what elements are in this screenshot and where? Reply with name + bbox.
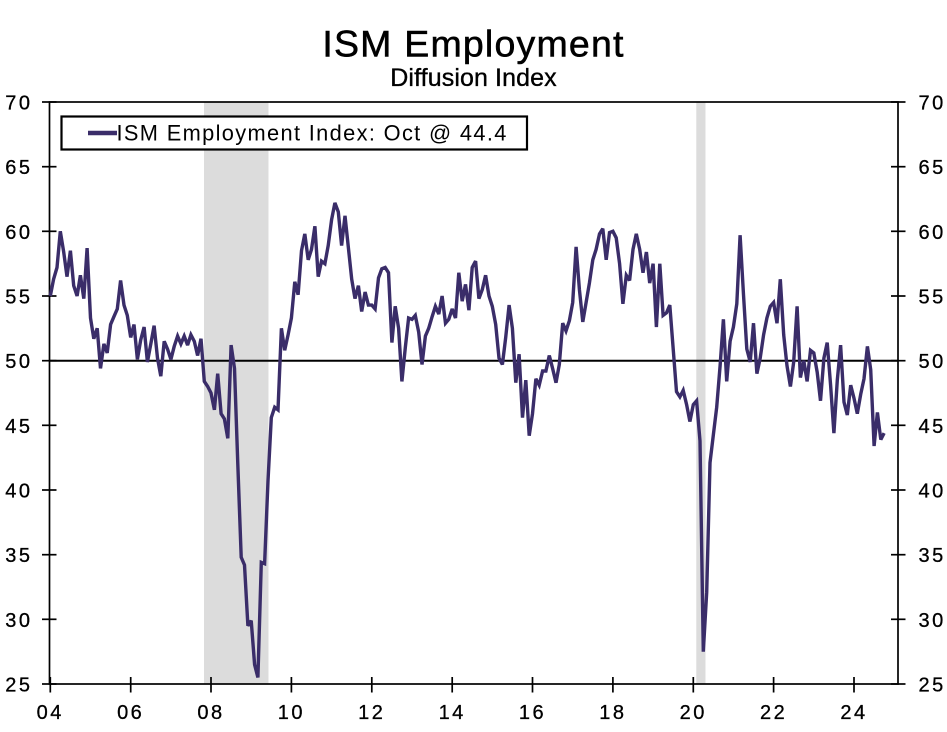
svg-text:45: 45 xyxy=(919,416,946,438)
svg-text:50: 50 xyxy=(919,351,946,373)
svg-text:16: 16 xyxy=(519,702,546,724)
svg-text:Diffusion Index: Diffusion Index xyxy=(390,64,557,92)
svg-text:30: 30 xyxy=(5,610,32,632)
svg-text:55: 55 xyxy=(5,287,32,309)
svg-text:24: 24 xyxy=(840,702,867,724)
svg-text:50: 50 xyxy=(5,351,32,373)
svg-text:06: 06 xyxy=(117,702,144,724)
svg-text:65: 65 xyxy=(5,157,32,179)
svg-text:60: 60 xyxy=(919,222,946,244)
svg-text:60: 60 xyxy=(5,222,32,244)
svg-text:14: 14 xyxy=(439,702,466,724)
svg-text:35: 35 xyxy=(5,545,32,567)
svg-text:12: 12 xyxy=(358,702,385,724)
svg-text:70: 70 xyxy=(5,93,32,115)
svg-text:35: 35 xyxy=(919,545,946,567)
svg-text:ISM Employment Index: Oct @ 44: ISM Employment Index: Oct @ 44.4 xyxy=(117,120,508,145)
svg-text:10: 10 xyxy=(278,702,305,724)
svg-text:08: 08 xyxy=(197,702,224,724)
svg-text:30: 30 xyxy=(919,610,946,632)
svg-text:22: 22 xyxy=(760,702,787,724)
svg-text:45: 45 xyxy=(5,416,32,438)
svg-text:40: 40 xyxy=(919,481,946,503)
svg-text:25: 25 xyxy=(919,675,946,697)
svg-text:55: 55 xyxy=(919,287,946,309)
svg-text:18: 18 xyxy=(599,702,626,724)
svg-text:ISM Employment: ISM Employment xyxy=(322,23,624,65)
svg-text:04: 04 xyxy=(37,702,64,724)
svg-text:20: 20 xyxy=(680,702,707,724)
svg-text:70: 70 xyxy=(919,93,946,115)
svg-text:25: 25 xyxy=(5,675,32,697)
svg-text:40: 40 xyxy=(5,481,32,503)
svg-text:65: 65 xyxy=(919,157,946,179)
